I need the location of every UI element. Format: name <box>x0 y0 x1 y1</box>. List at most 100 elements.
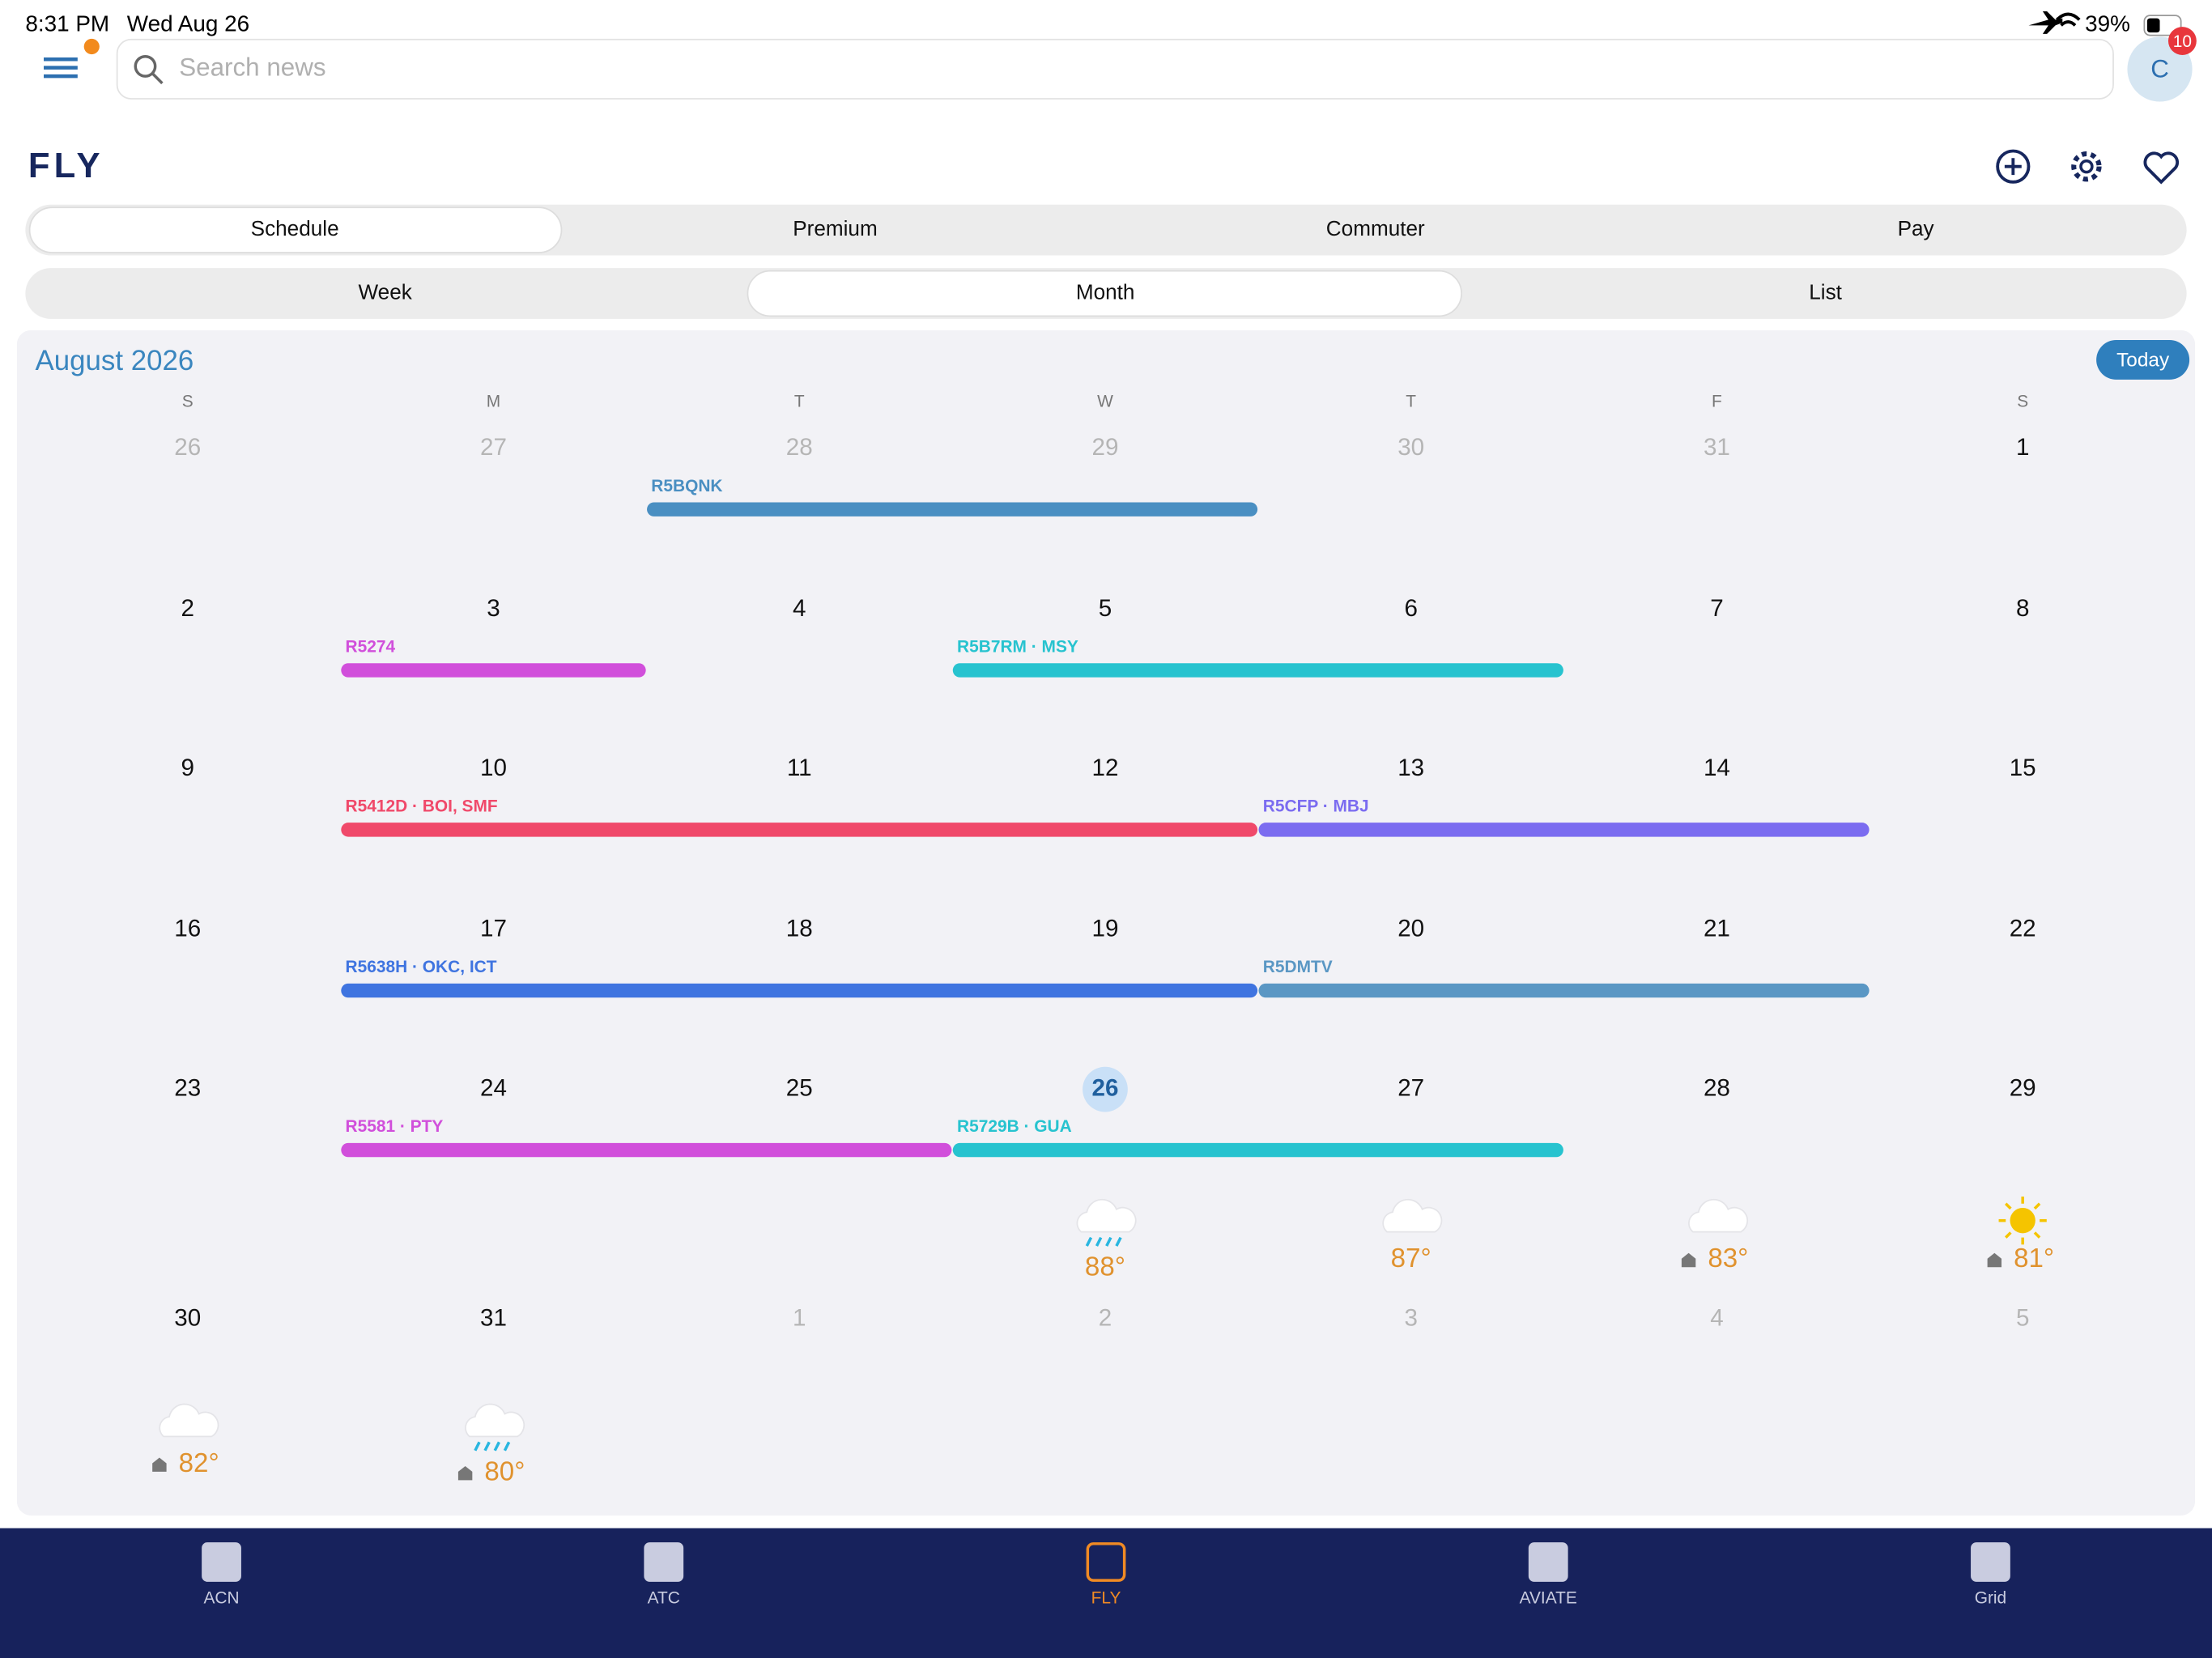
day-number[interactable]: 22 <box>2010 915 2036 942</box>
day-number[interactable]: 13 <box>1397 755 1424 781</box>
nav-label[interactable]: ACN <box>203 1588 239 1607</box>
add-icon[interactable] <box>1996 149 2031 184</box>
trip-label[interactable]: R5412D · BOI, SMF <box>346 797 498 816</box>
gear-icon-teeth[interactable] <box>2071 151 2102 182</box>
day-number[interactable]: 2 <box>181 595 194 622</box>
day-number[interactable]: 6 <box>1404 595 1417 622</box>
search-field[interactable] <box>116 38 2114 100</box>
day-number[interactable]: 29 <box>1091 434 1118 461</box>
trip-bar[interactable] <box>647 502 1258 517</box>
day-number[interactable]: 28 <box>786 434 813 461</box>
day-number[interactable]: 1 <box>2016 434 2029 461</box>
trip-label[interactable]: R5DMTV <box>1263 958 1333 976</box>
day-number[interactable]: 5 <box>2016 1305 2029 1332</box>
day-number[interactable]: 28 <box>1704 1074 1730 1101</box>
day-number[interactable]: 27 <box>480 434 507 461</box>
day-number[interactable]: 4 <box>793 595 806 622</box>
trip-label[interactable]: R5CFP · MBJ <box>1263 797 1369 816</box>
nav-label[interactable]: AVIATE <box>1520 1588 1577 1607</box>
day-number[interactable]: 12 <box>1091 755 1118 781</box>
nav-icon[interactable] <box>1086 1542 1126 1582</box>
trip-bar[interactable] <box>1258 983 1870 998</box>
favorites-button[interactable] <box>2143 151 2180 185</box>
day-number[interactable]: 16 <box>174 915 201 942</box>
menu-button[interactable] <box>44 38 100 79</box>
trip-bar[interactable] <box>952 663 1563 678</box>
nav-label[interactable]: ATC <box>648 1588 680 1607</box>
day-number[interactable]: 18 <box>786 915 813 942</box>
menu-icon[interactable] <box>44 57 78 79</box>
day-number[interactable]: 30 <box>174 1305 201 1332</box>
trip-label[interactable]: R5581 · PTY <box>346 1117 444 1136</box>
view-option[interactable]: List <box>1809 279 1842 304</box>
trip-label[interactable]: R5729B · GUA <box>957 1117 1072 1136</box>
day-number[interactable]: 15 <box>2010 755 2036 781</box>
home-icon <box>152 1457 167 1472</box>
day-number[interactable]: 7 <box>1710 595 1723 622</box>
view-option[interactable]: Week <box>359 279 413 304</box>
view-option[interactable]: Month <box>1076 279 1135 304</box>
day-number[interactable]: 26 <box>1091 1074 1118 1101</box>
tab[interactable]: Commuter <box>1326 216 1425 240</box>
search-placeholder[interactable]: Search news <box>179 53 325 82</box>
trip-bar[interactable] <box>341 663 646 678</box>
day-number[interactable]: 19 <box>1091 915 1118 942</box>
day-number[interactable]: 31 <box>480 1305 507 1332</box>
day-number[interactable]: 8 <box>2016 595 2029 622</box>
page-title: FLY <box>28 147 104 185</box>
gear-icon-hub[interactable] <box>2079 159 2094 174</box>
tab[interactable]: Pay <box>1898 216 1935 240</box>
today-button[interactable] <box>2096 340 2190 380</box>
trip-label[interactable]: R5638H · OKC, ICT <box>346 958 497 976</box>
trip-label[interactable]: R5274 <box>346 638 396 657</box>
nav-label[interactable]: FLY <box>1091 1588 1121 1607</box>
day-number[interactable]: 14 <box>1704 755 1730 781</box>
calendar-card <box>16 329 2196 1516</box>
trip-label[interactable]: R5BQNK <box>651 477 722 495</box>
day-number[interactable]: 21 <box>1704 915 1730 942</box>
avatar-initial[interactable]: C <box>2150 54 2169 83</box>
nav-icon[interactable] <box>1971 1542 2010 1582</box>
day-number[interactable]: 20 <box>1397 915 1424 942</box>
day-number[interactable]: 17 <box>480 915 507 942</box>
day-number[interactable]: 4 <box>1710 1305 1723 1332</box>
nav-icon[interactable] <box>202 1542 241 1582</box>
nav-icon[interactable] <box>644 1542 684 1582</box>
add-icon-plus[interactable] <box>2004 158 2022 176</box>
settings-button[interactable] <box>2071 151 2102 182</box>
day-number[interactable]: 23 <box>174 1074 201 1101</box>
day-number[interactable]: 3 <box>487 595 500 622</box>
day-number[interactable]: 26 <box>174 434 201 461</box>
trip-label[interactable]: R5B7RM · MSY <box>957 638 1078 657</box>
today-label[interactable]: Today <box>2116 350 2170 372</box>
add-button[interactable] <box>1996 149 2031 184</box>
day-number[interactable]: 1 <box>793 1305 806 1332</box>
day-number[interactable]: 25 <box>786 1074 813 1101</box>
day-number[interactable]: 5 <box>1099 595 1112 622</box>
day-number[interactable]: 9 <box>181 755 194 781</box>
temperature: 81° <box>2014 1244 2054 1273</box>
tab[interactable]: Schedule <box>251 216 339 240</box>
day-number[interactable]: 27 <box>1397 1074 1424 1101</box>
day-number[interactable]: 11 <box>787 755 812 781</box>
day-number[interactable]: 10 <box>480 755 507 781</box>
day-number[interactable]: 29 <box>2010 1074 2036 1101</box>
day-number[interactable]: 2 <box>1099 1305 1112 1332</box>
weather-cloud <box>1076 1198 1137 1233</box>
nav-label[interactable]: Grid <box>1975 1588 2006 1607</box>
trip-bar[interactable] <box>341 823 1258 837</box>
trip-bar[interactable] <box>952 1142 1563 1158</box>
view-selected-bg <box>747 270 1462 317</box>
day-number[interactable]: 31 <box>1704 434 1730 461</box>
trip-bar[interactable] <box>1258 823 1870 837</box>
day-number[interactable]: 30 <box>1397 434 1424 461</box>
day-number[interactable]: 3 <box>1404 1305 1417 1332</box>
day-number[interactable]: 24 <box>480 1074 507 1101</box>
trip-bar[interactable] <box>341 983 1258 998</box>
battery-fill <box>2146 18 2160 33</box>
trip-bar[interactable] <box>341 1142 952 1158</box>
tab[interactable]: Premium <box>793 216 877 240</box>
battery-icon <box>2143 15 2182 36</box>
nav-icon[interactable] <box>1528 1542 1568 1582</box>
